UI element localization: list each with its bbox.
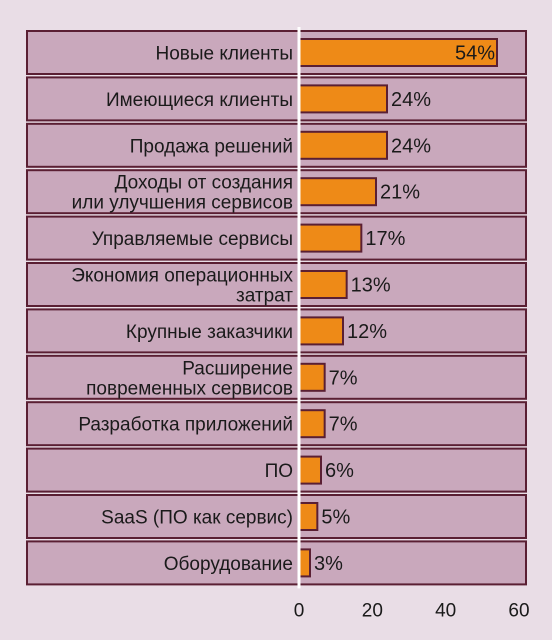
category-label: Продажа решений	[130, 136, 293, 157]
category-label: Крупные заказчики	[126, 322, 293, 343]
category-label: SaaS (ПО как сервис)	[101, 508, 293, 529]
row-panel	[26, 215, 527, 261]
category-label: Имеющиеся клиенты	[106, 90, 293, 111]
category-label: Разработка приложений	[78, 415, 293, 436]
value-label: 24%	[391, 135, 431, 157]
bars	[298, 38, 498, 578]
row-panel	[26, 540, 527, 586]
row-panel	[26, 354, 527, 400]
value-label: 17%	[365, 228, 405, 250]
category-label: Экономия операционных затрат	[71, 266, 293, 307]
value-label: 7%	[329, 414, 358, 436]
bar	[298, 455, 322, 485]
bar	[298, 316, 344, 346]
category-labels: Новые клиенты Имеющиеся клиенты Продажа ре…	[71, 44, 293, 575]
bar	[298, 130, 388, 160]
value-label: 13%	[351, 275, 391, 297]
bar	[298, 270, 348, 299]
row-panels	[26, 30, 527, 586]
row-panel	[26, 308, 527, 354]
row-panel	[26, 494, 527, 539]
bar	[298, 223, 363, 253]
x-tick-label: 40	[435, 600, 456, 621]
category-label: Оборудование	[164, 554, 293, 575]
bar	[298, 409, 326, 439]
bar	[298, 38, 498, 67]
x-axis-ticks: 0 20 40 60	[294, 600, 530, 621]
value-label: 54%	[455, 43, 495, 65]
row-panel	[26, 76, 527, 122]
bar	[298, 548, 311, 578]
value-label: 7%	[329, 367, 358, 389]
bar	[298, 362, 326, 392]
value-label: 21%	[380, 182, 420, 204]
row-panel	[26, 447, 527, 493]
value-label: 6%	[325, 460, 354, 482]
x-tick-label: 20	[362, 600, 383, 621]
row-panel	[26, 401, 527, 447]
bar	[298, 177, 377, 207]
value-label: 5%	[321, 507, 350, 529]
x-tick-label: 0	[294, 600, 305, 621]
row-panel	[26, 262, 527, 307]
bar	[298, 84, 388, 114]
row-panel	[26, 169, 527, 215]
value-label: 24%	[391, 89, 431, 111]
category-label: Управляемые сервисы	[92, 229, 293, 250]
category-label: Расширение повременных сервисов	[86, 358, 293, 399]
x-tick-label: 60	[508, 600, 529, 621]
bar	[298, 502, 319, 531]
category-label: ПО	[265, 461, 293, 482]
category-label: Доходы от создания или улучшения сервисов	[72, 173, 293, 214]
value-label: 3%	[314, 553, 343, 575]
value-labels: 54% 24% 24% 21% 17% 13% 12% 7% 7% 6% 5% 3%	[314, 43, 495, 575]
value-label: 12%	[347, 321, 387, 343]
category-label: Новые клиенты	[155, 44, 293, 65]
row-panel	[26, 122, 527, 168]
